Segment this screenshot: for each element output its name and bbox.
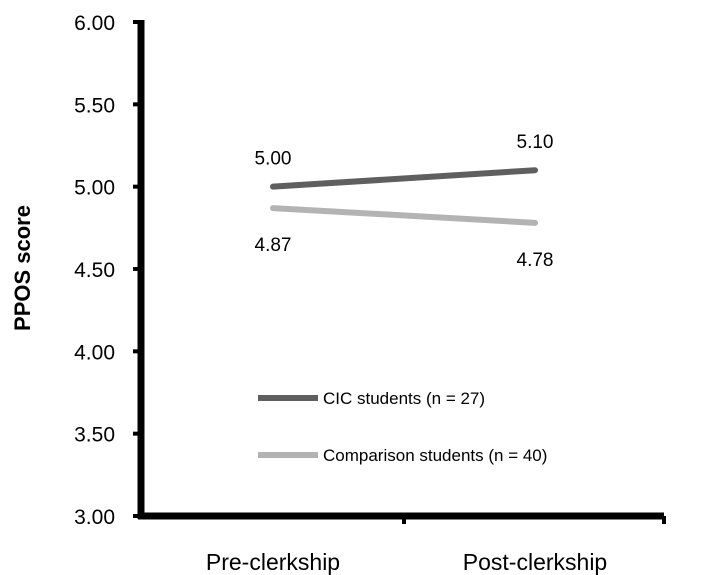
y-tick-label: 3.00 xyxy=(74,506,115,529)
x-axis-categories: Pre-clerkship Post-clerkship xyxy=(206,516,666,575)
data-labels: 5.00 5.10 4.87 4.78 xyxy=(255,132,554,271)
series-line xyxy=(270,167,538,190)
legend-label: CIC students (n = 27) xyxy=(323,389,485,408)
y-tick-label: 4.50 xyxy=(74,259,115,282)
y-axis-label: PPOS score xyxy=(10,205,35,331)
legend: CIC students (n = 27) Comparison students… xyxy=(258,389,547,465)
data-label: 4.87 xyxy=(255,235,292,256)
x-category-label: Pre-clerkship xyxy=(206,549,340,575)
y-tick-label: 5.50 xyxy=(74,94,115,117)
y-tick-label: 4.00 xyxy=(74,341,115,364)
data-label: 4.78 xyxy=(517,250,554,271)
series-line xyxy=(270,205,538,226)
data-label: 5.10 xyxy=(517,132,554,153)
axes xyxy=(137,20,664,520)
x-category-label: Post-clerkship xyxy=(463,549,607,575)
y-tick-label: 5.00 xyxy=(74,177,115,200)
data-label: 5.00 xyxy=(255,149,292,170)
series-lines xyxy=(270,167,538,226)
y-tick-label: 3.50 xyxy=(74,424,115,447)
y-axis-ticks: 3.00 3.50 4.00 4.50 5.00 5.50 6.00 xyxy=(74,12,141,529)
legend-label: Comparison students (n = 40) xyxy=(323,446,547,465)
y-tick-label: 6.00 xyxy=(74,12,115,35)
